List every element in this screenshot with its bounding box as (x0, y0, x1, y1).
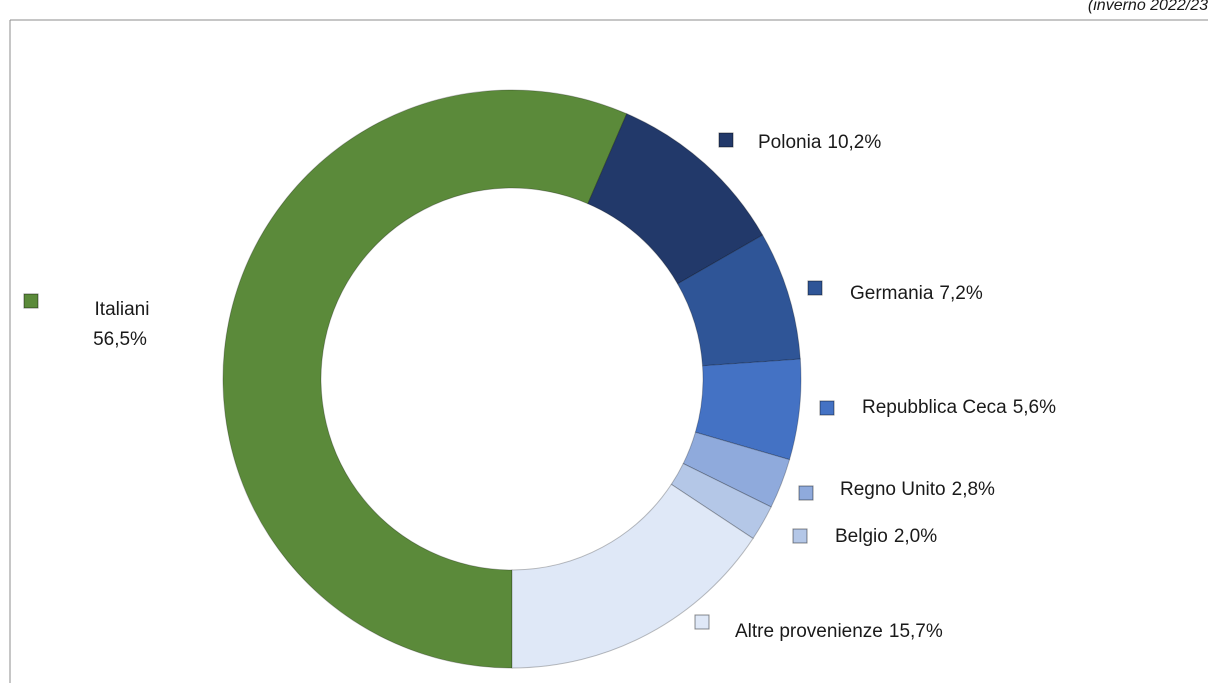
slice-name: Belgio (835, 526, 888, 547)
slice-name: Repubblica Ceca (862, 397, 1007, 418)
donut-slice (511, 483, 754, 669)
slice-name: Altre provenienze (735, 621, 883, 642)
legend-marker (792, 528, 808, 544)
slice-value-label: 5,6% (1013, 397, 1056, 418)
slice-value-label: 15,7% (889, 621, 943, 642)
donut-slice (694, 358, 802, 461)
slice-value-label: 56,5% (93, 329, 147, 350)
slice-name: Germania (850, 283, 934, 304)
slice-label: Italiani (95, 299, 150, 320)
slice-label: Altre provenienze 15,7% (735, 621, 943, 642)
donut-slice (670, 462, 772, 540)
slice-value-label: 2,0% (894, 526, 937, 547)
legend-marker (819, 400, 835, 416)
donut-slice (222, 89, 628, 669)
legend-marker (694, 614, 710, 630)
legend-marker (23, 293, 39, 309)
legend-marker (798, 485, 814, 501)
slice-value-label: 7,2% (939, 283, 982, 304)
slice-value-label: 2,8% (952, 479, 995, 500)
legend-marker (807, 280, 823, 296)
donut-slice (587, 113, 764, 285)
slice-label: Belgio 2,0% (835, 526, 937, 547)
slice-label: Polonia 10,2% (758, 132, 881, 153)
slice-label: Repubblica Ceca 5,6% (862, 397, 1056, 418)
slice-name: Regno Unito (840, 479, 946, 500)
chart-subtitle: (inverno 2022/23 (1088, 0, 1208, 14)
slice-label: Germania 7,2% (850, 283, 983, 304)
legend-marker (718, 132, 734, 148)
slice-name: Polonia (758, 132, 822, 153)
slice-value-label: 10,2% (827, 132, 881, 153)
donut-slice (682, 431, 791, 508)
slice-label: Regno Unito 2,8% (840, 479, 995, 500)
